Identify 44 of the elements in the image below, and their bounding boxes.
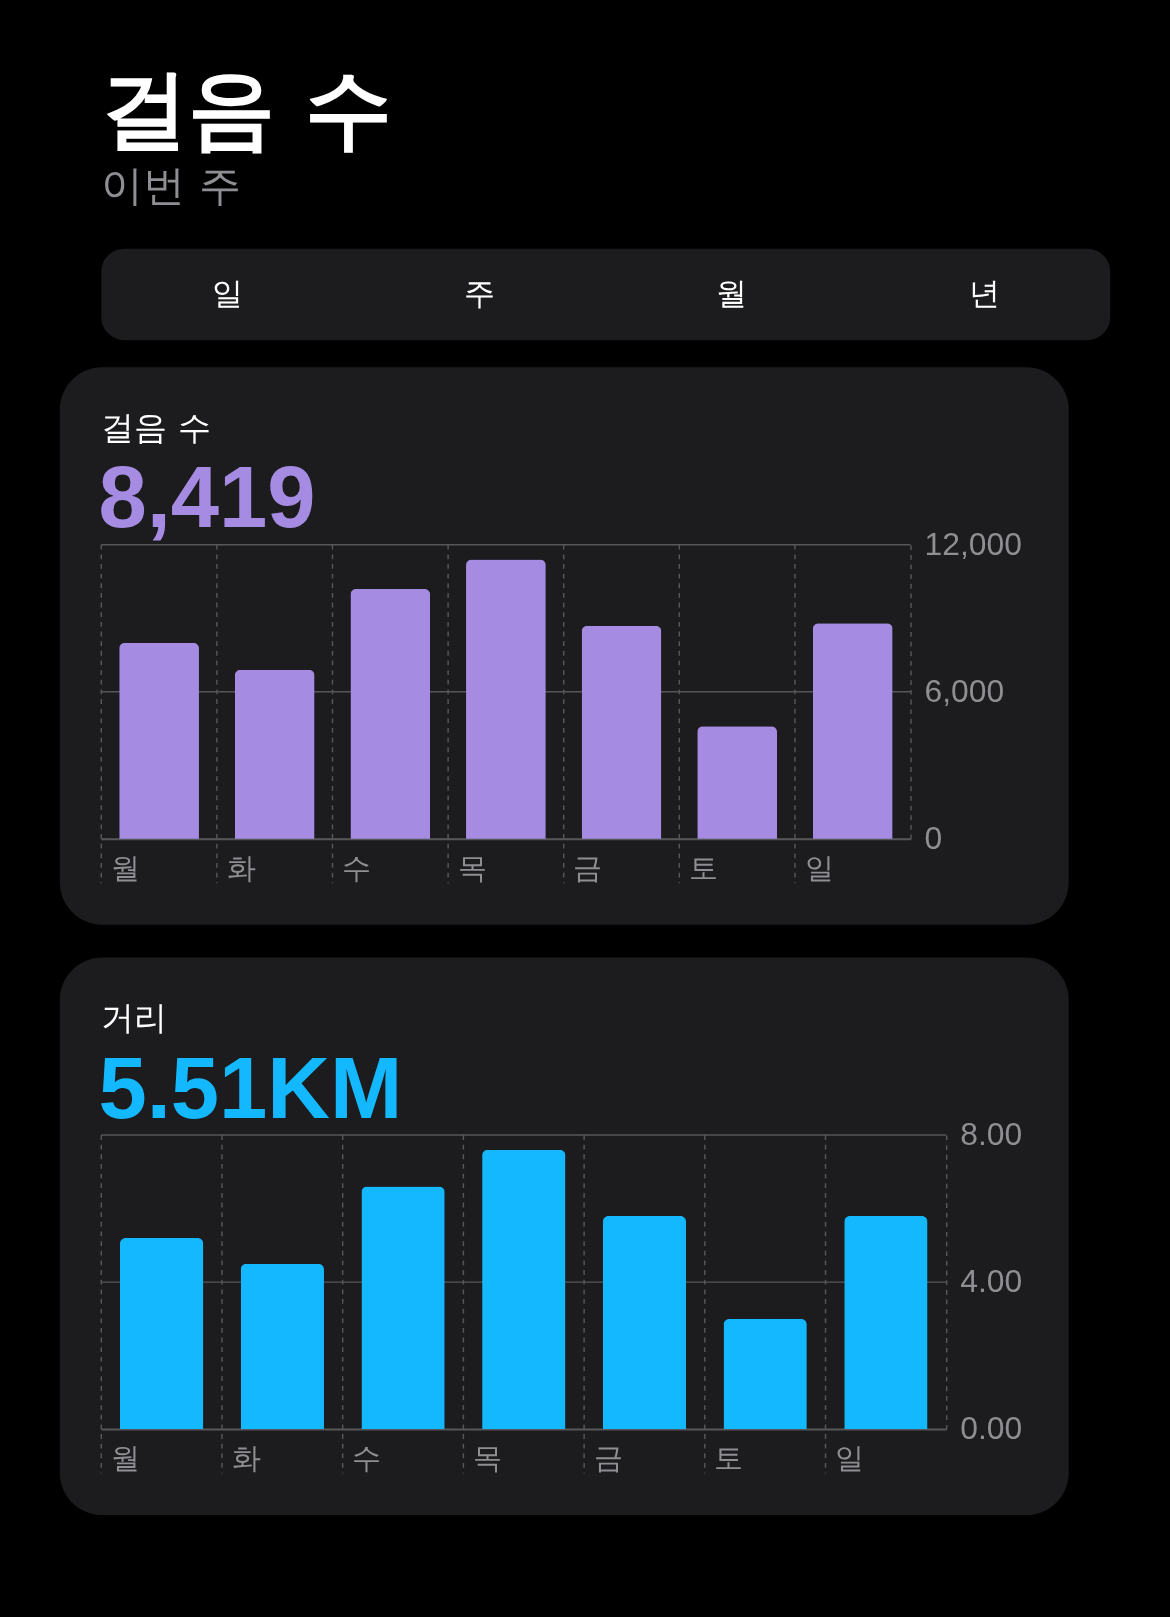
x-tick-label: 월 — [110, 1441, 140, 1476]
text: 월 — [716, 275, 748, 312]
x-tick-label: 화 — [226, 851, 256, 885]
bar — [602, 1215, 687, 1430]
text: 걸음 수 — [101, 57, 393, 159]
y-tick-label: 0 — [924, 820, 943, 857]
y-tick-label: 0.00 — [960, 1410, 1023, 1447]
bar — [466, 559, 546, 839]
x-tick-label: 일 — [804, 851, 834, 885]
chart-subtitle: 8,419 — [98, 448, 316, 546]
bar — [361, 1186, 445, 1430]
x-tick-label: 목 — [457, 851, 487, 885]
y-tick-label: 8.00 — [960, 1116, 1023, 1153]
y-tick-label: 12,000 — [924, 525, 1022, 562]
x-tick-label: 목 — [473, 1441, 503, 1476]
text: 일 — [211, 275, 243, 312]
bar — [234, 669, 315, 839]
bar — [812, 623, 893, 839]
text: 주 — [464, 275, 496, 312]
x-tick-label: 수 — [342, 851, 372, 885]
x-tick-label: 월 — [110, 851, 140, 885]
bar — [844, 1215, 928, 1430]
x-tick-label: 수 — [352, 1441, 382, 1476]
bar — [697, 726, 778, 839]
chart-title: 거리 — [101, 998, 168, 1037]
x-tick-label: 토 — [714, 1441, 744, 1476]
bar — [119, 1238, 204, 1430]
y-tick-label: 4.00 — [960, 1263, 1023, 1300]
bar — [482, 1149, 566, 1430]
bar — [119, 642, 199, 839]
x-tick-label: 금 — [573, 851, 603, 885]
chart-subtitle: 5.51KM — [98, 1038, 403, 1136]
bar — [350, 588, 431, 839]
y-tick-label: 6,000 — [924, 672, 1005, 709]
text: 년 — [968, 275, 1000, 312]
x-tick-label: 금 — [593, 1441, 623, 1476]
x-tick-label: 일 — [835, 1441, 865, 1476]
chart-title: 걸음 수 — [101, 408, 211, 447]
bar — [723, 1318, 807, 1430]
text: 이번 주 — [101, 161, 241, 211]
bar — [581, 625, 662, 839]
x-tick-label: 화 — [231, 1441, 261, 1476]
x-tick-label: 토 — [688, 851, 718, 885]
bar — [240, 1263, 324, 1430]
